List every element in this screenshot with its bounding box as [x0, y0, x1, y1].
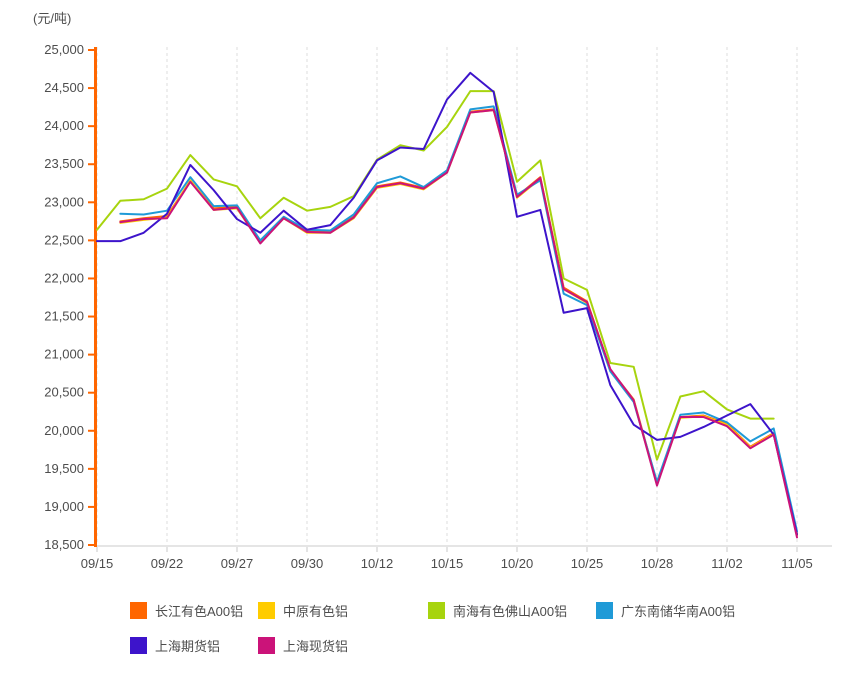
- y-axis-label: 24,500: [44, 80, 84, 95]
- x-axis-label: 09/30: [291, 556, 324, 571]
- y-axis-label: 19,000: [44, 499, 84, 514]
- x-axis-label: 10/28: [641, 556, 674, 571]
- x-axis-label: 09/27: [221, 556, 254, 571]
- series-line-4: [96, 71, 798, 536]
- y-axis-label: 18,500: [44, 537, 84, 552]
- y-axis-unit-label: (元/吨): [33, 11, 72, 26]
- legend-swatch-icon: [130, 637, 147, 654]
- y-axis-label: 22,000: [44, 270, 84, 285]
- x-axis-label: 10/15: [431, 556, 464, 571]
- legend-label: 中原有色铝: [283, 604, 349, 619]
- legend-label: 南海有色佛山A00铝: [453, 604, 568, 619]
- legend-label: 上海现货铝: [283, 639, 349, 654]
- series-line-3: [119, 105, 798, 533]
- y-axis-label: 23,500: [44, 156, 84, 171]
- y-axis-label: 24,000: [44, 118, 84, 133]
- x-axis-label: 09/22: [151, 556, 184, 571]
- y-axis-label: 20,000: [44, 423, 84, 438]
- x-axis-label: 10/20: [501, 556, 534, 571]
- legend-label: 广东南储华南A00铝: [621, 604, 736, 619]
- legend-swatch-icon: [596, 602, 613, 619]
- y-axis-label: 20,500: [44, 385, 84, 400]
- y-axis-label: 22,500: [44, 232, 84, 247]
- series-line-1: [119, 109, 798, 535]
- x-axis-label: 09/15: [81, 556, 114, 571]
- legend-swatch-icon: [428, 602, 445, 619]
- legend-item-2[interactable]: 南海有色佛山A00铝: [428, 601, 567, 620]
- series-line-5: [119, 109, 798, 539]
- x-axis-label: 10/25: [571, 556, 604, 571]
- legend-label: 长江有色A00铝: [155, 604, 244, 619]
- y-axis-label: 25,000: [44, 42, 84, 57]
- x-axis-label: 11/05: [781, 556, 813, 571]
- legend-item-1[interactable]: 中原有色铝: [258, 601, 348, 620]
- legend-swatch-icon: [258, 637, 275, 654]
- x-axis-label: 10/12: [361, 556, 394, 571]
- legend-item-3[interactable]: 广东南储华南A00铝: [596, 601, 735, 620]
- y-axis-label: 21,500: [44, 309, 84, 324]
- legend-item-0[interactable]: 长江有色A00铝: [130, 601, 243, 620]
- series-line-0: [119, 108, 798, 537]
- legend-label: 上海期货铝: [155, 639, 221, 654]
- legend-item-4[interactable]: 上海期货铝: [130, 636, 220, 655]
- y-axis-label: 21,000: [44, 347, 84, 362]
- series-line-2: [96, 90, 775, 461]
- y-axis-label: 19,500: [44, 461, 84, 476]
- legend-swatch-icon: [130, 602, 147, 619]
- y-axis-label: 23,000: [44, 194, 84, 209]
- legend-swatch-icon: [258, 602, 275, 619]
- x-axis-label: 11/02: [711, 556, 743, 571]
- legend-item-5[interactable]: 上海现货铝: [258, 636, 348, 655]
